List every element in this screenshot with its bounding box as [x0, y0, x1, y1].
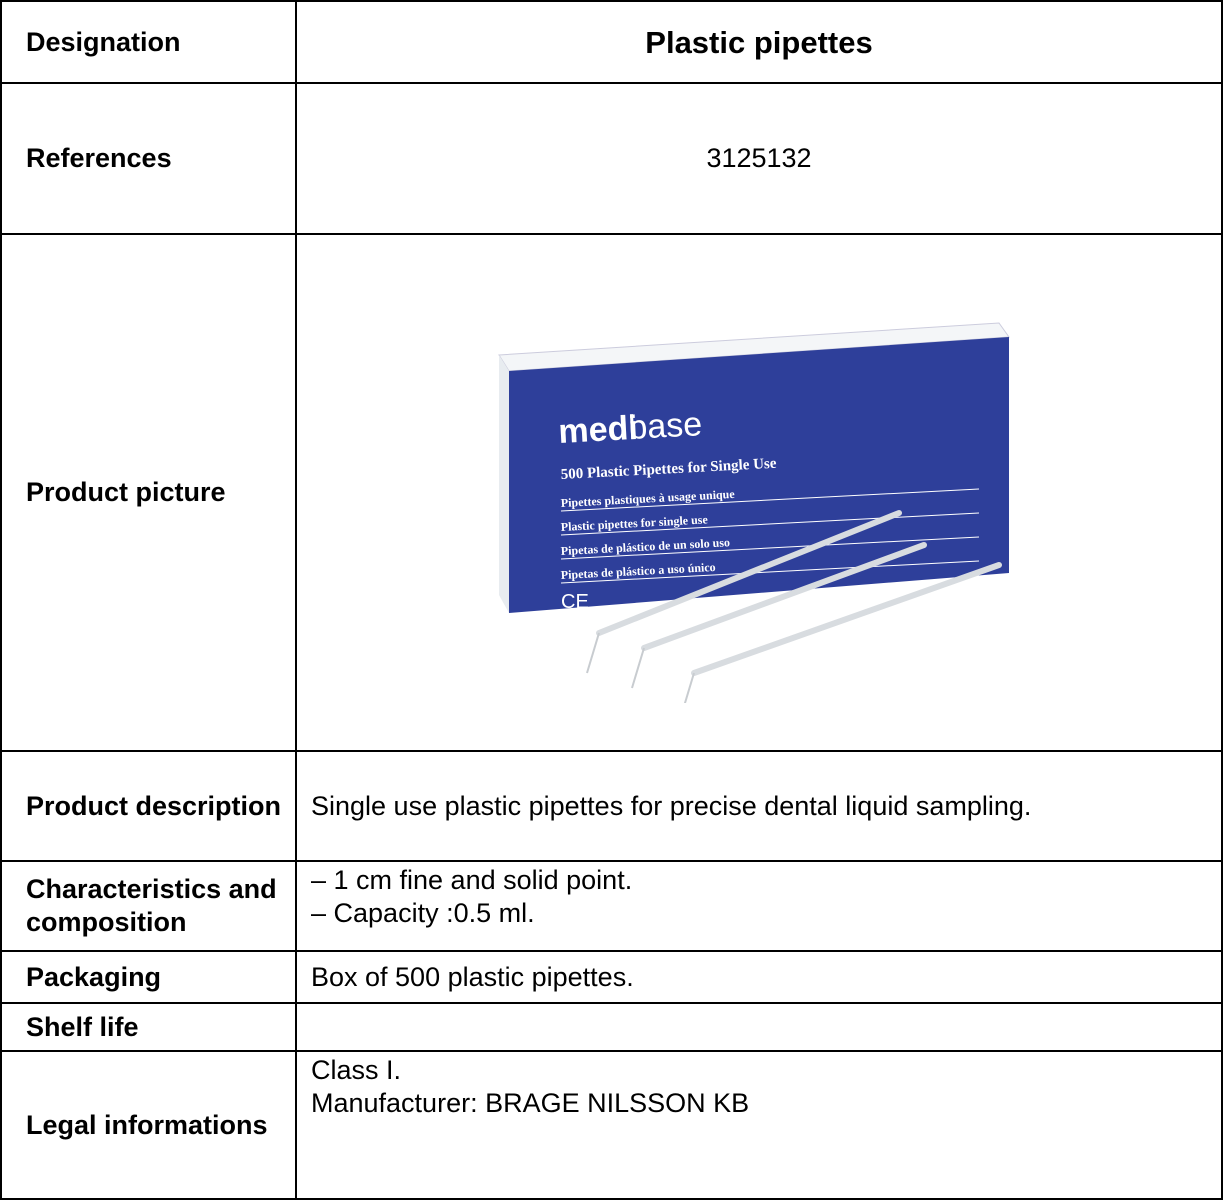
- label-text: References: [26, 142, 172, 175]
- row-label: Characteristics and composition: [0, 860, 297, 952]
- row-label: Product description: [0, 750, 297, 862]
- value-text: Single use plastic pipettes for precise …: [311, 790, 1031, 823]
- page: Designation Plastic pipettes References 312…: [0, 0, 1223, 1160]
- value-text: Plastic pipettes: [645, 26, 872, 59]
- row-value: 3125132: [295, 82, 1223, 235]
- label-text: Packaging: [26, 961, 161, 994]
- label-text: Characteristics and composition: [26, 873, 295, 939]
- pipette-tip: [632, 648, 644, 688]
- brand-bold: medi: [557, 408, 638, 450]
- row-label: Product picture: [0, 233, 297, 752]
- label-text: Product description: [26, 790, 281, 823]
- row-value: Single use plastic pipettes for precise …: [295, 750, 1223, 862]
- row-label: Packaging: [0, 950, 297, 1004]
- ce-mark: CE: [561, 591, 589, 613]
- row-value: – 1 cm fine and solid point.– Capacity :…: [295, 860, 1223, 952]
- row-label: Designation: [0, 0, 297, 84]
- value-line: – Capacity :0.5 ml.: [311, 897, 535, 930]
- label-text: Designation: [26, 26, 181, 59]
- label-text: Product picture: [26, 476, 226, 509]
- pipette-tip: [587, 633, 599, 673]
- row-value: Class I.Manufacturer: BRAGE NILSSON KB: [295, 1050, 1223, 1200]
- row-value: Box of 500 plastic pipettes.: [295, 950, 1223, 1004]
- value-text: Box of 500 plastic pipettes.: [311, 961, 634, 994]
- row-label: Legal informations: [0, 1050, 297, 1200]
- value-line: – 1 cm fine and solid point.: [311, 864, 632, 897]
- row-label: References: [0, 82, 297, 235]
- row-label: Shelf life: [0, 1002, 297, 1052]
- value-text: 3125132: [706, 142, 811, 175]
- label-text: Shelf life: [26, 1011, 139, 1044]
- box-side: [499, 355, 509, 613]
- brand-light: base: [627, 405, 703, 447]
- value-line: Manufacturer: BRAGE NILSSON KB: [311, 1087, 749, 1120]
- pipette-tip: [682, 673, 694, 703]
- label-text: Legal informations: [26, 1109, 268, 1142]
- value-line: Class I.: [311, 1054, 401, 1087]
- row-value: Plastic pipettes: [295, 0, 1223, 84]
- row-value: [295, 1002, 1223, 1052]
